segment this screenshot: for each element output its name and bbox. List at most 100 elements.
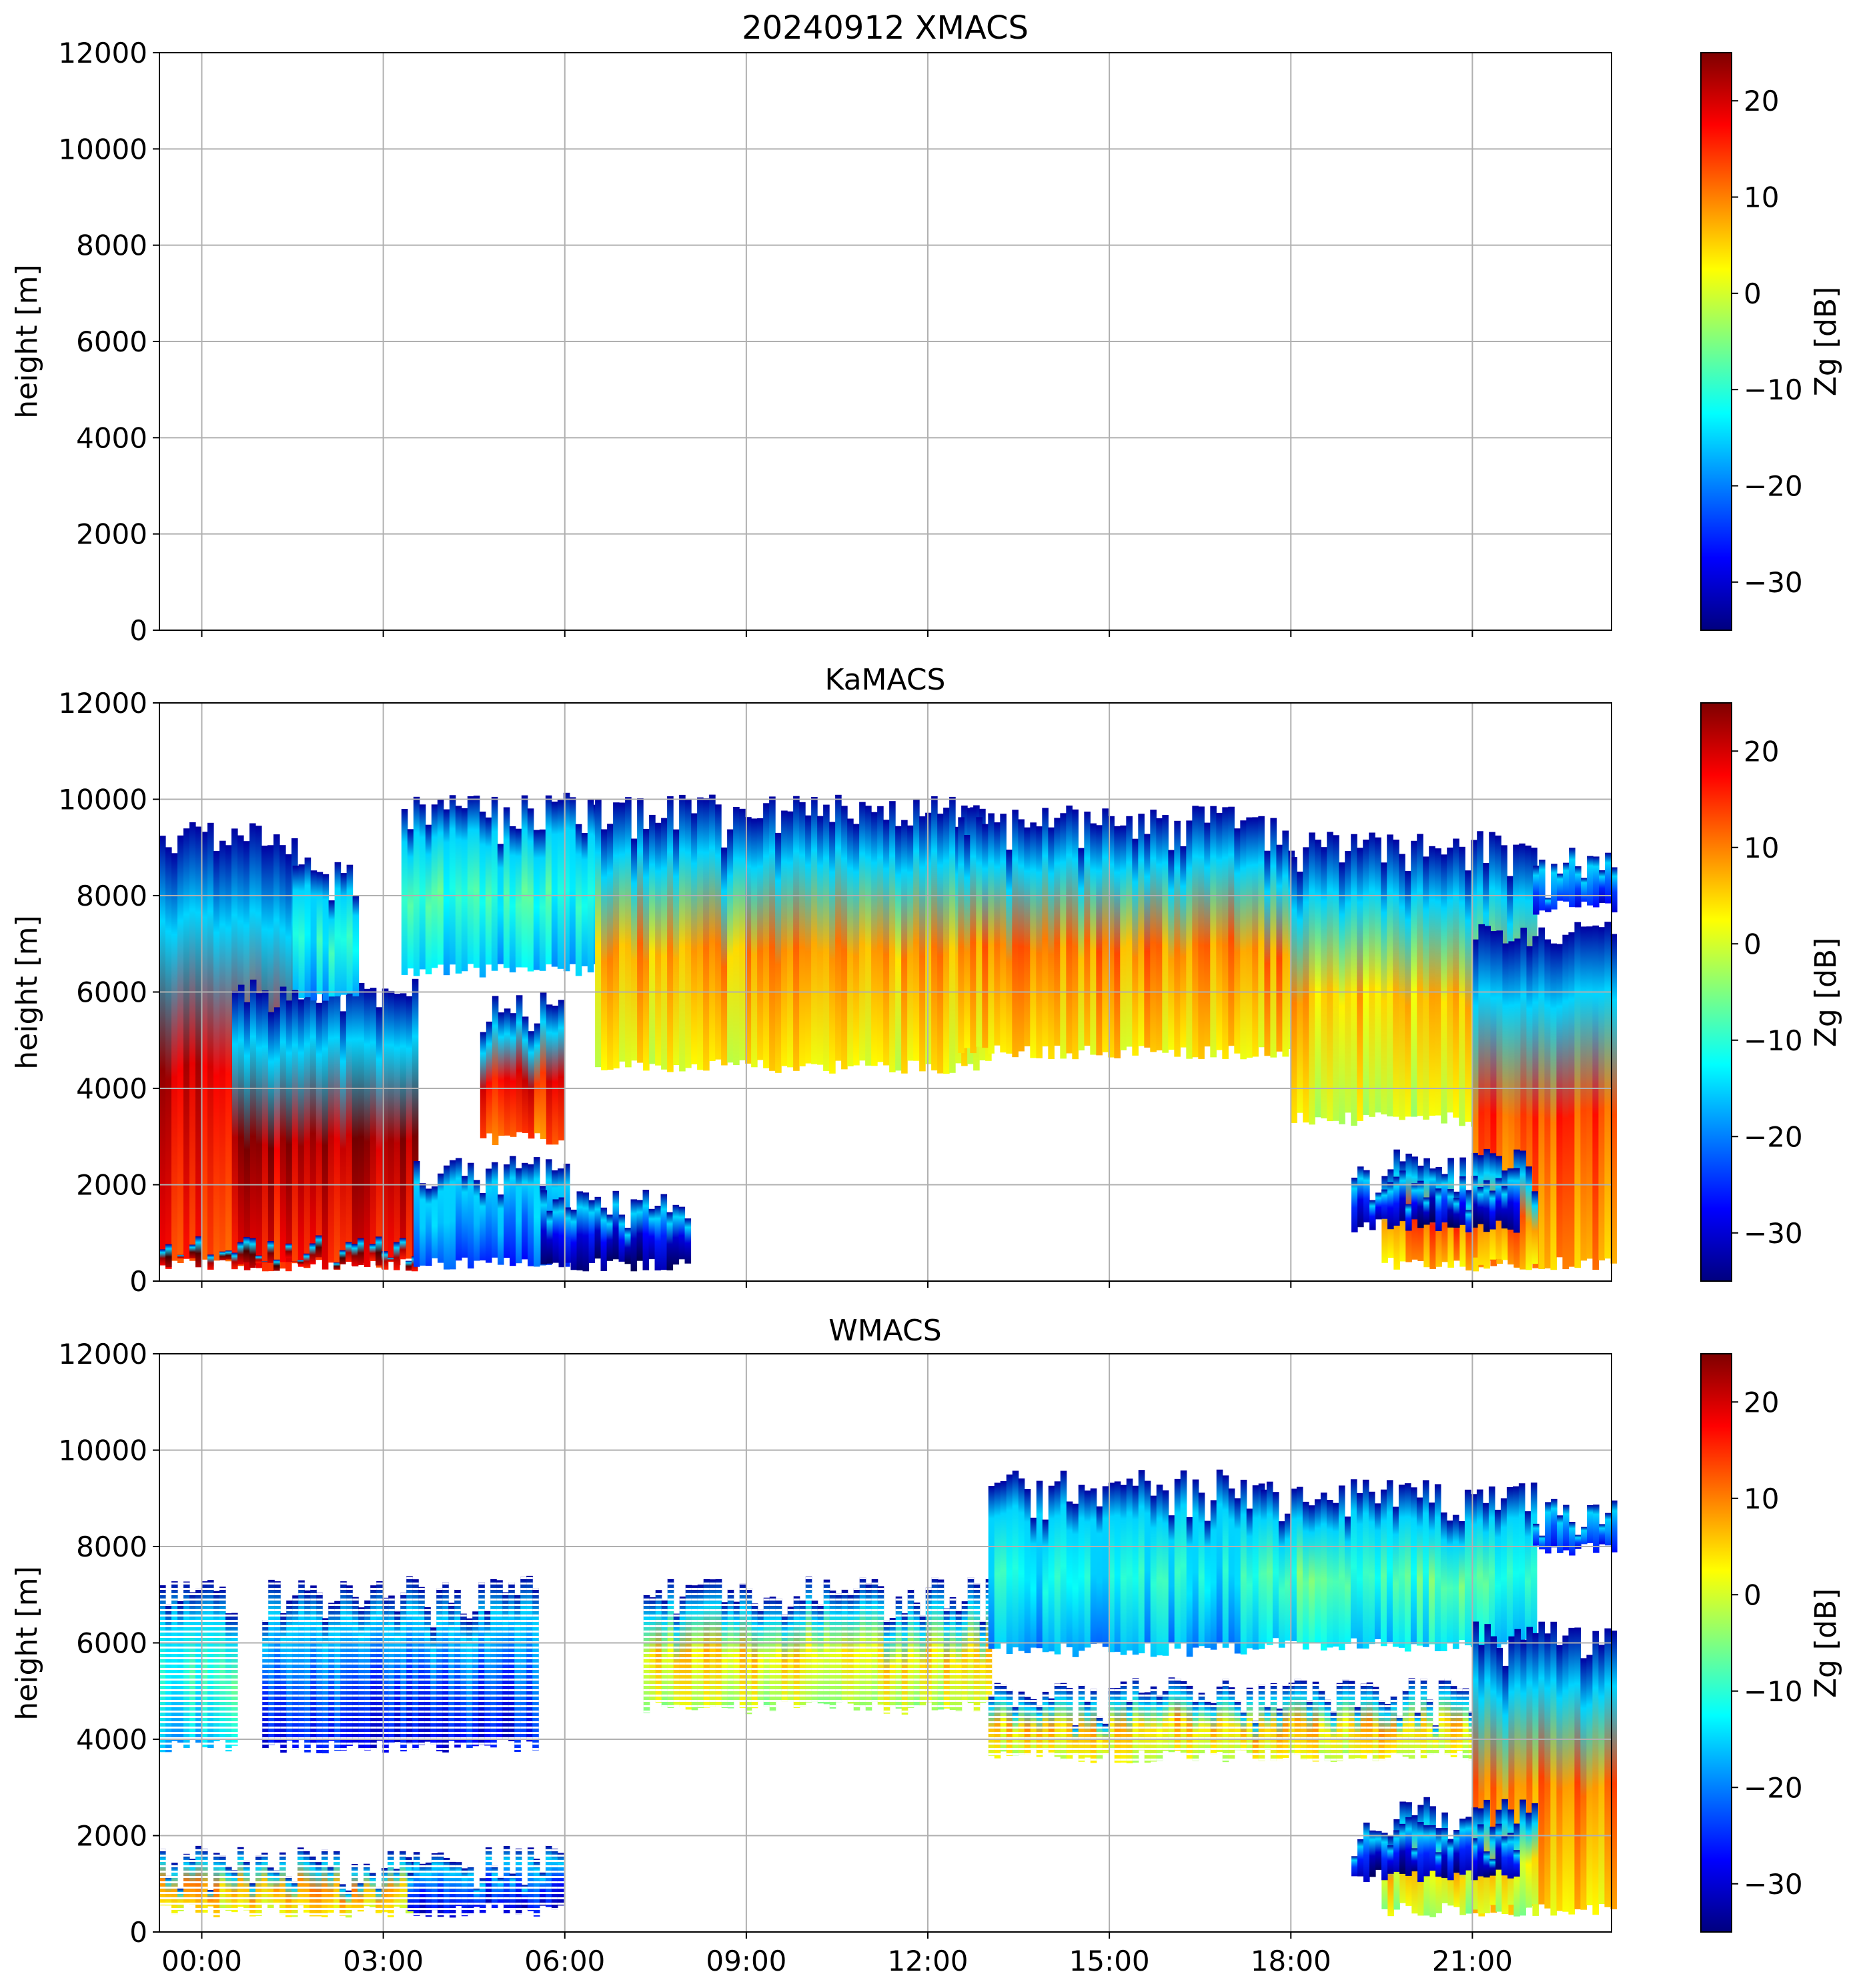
- echo-gap-stripes: [835, 1593, 842, 1703]
- panel-xmacs-colorbar: [1700, 52, 1732, 631]
- echo-column: [1084, 812, 1091, 1046]
- echo-column: [485, 817, 492, 965]
- echo-column: [1030, 1517, 1037, 1648]
- echo-column: [316, 1002, 323, 1260]
- echo-column: [406, 1260, 412, 1271]
- echo-column: [1563, 862, 1570, 902]
- echo-column: [1506, 1487, 1513, 1641]
- echo-gap-stripes: [159, 1585, 166, 1753]
- echo-gap-stripes: [1066, 1688, 1073, 1759]
- echo-column: [847, 818, 854, 1066]
- echo-column: [1180, 846, 1187, 1048]
- echo-column: [1066, 805, 1073, 1054]
- echo-column: [183, 828, 190, 1259]
- echo-column: [1375, 837, 1381, 1113]
- echo-gap-stripes: [865, 1583, 872, 1711]
- echo-column: [1078, 1484, 1085, 1651]
- echo-column: [1399, 1170, 1406, 1222]
- echo-gap-stripes: [262, 1620, 269, 1749]
- echo-column: [316, 872, 324, 994]
- echo-gap-stripes: [721, 1602, 728, 1708]
- echo-gap-stripes: [268, 1579, 275, 1745]
- echo-gap-stripes: [1462, 1688, 1469, 1759]
- echo-gap-stripes: [1384, 1704, 1391, 1758]
- ytick-label: 6000: [76, 325, 147, 358]
- echo-gap-stripes: [171, 1581, 178, 1741]
- echo-gap-stripes: [376, 1581, 383, 1741]
- echo-column: [207, 822, 214, 1266]
- echo-gap-stripes: [177, 1888, 184, 1911]
- echo-gap-stripes: [1000, 1685, 1007, 1752]
- echo-column: [328, 982, 335, 1263]
- echo-column: [1508, 1636, 1515, 1915]
- echo-column: [1533, 866, 1539, 915]
- echo-gap-stripes: [491, 1865, 498, 1909]
- echo-column: [1381, 1189, 1388, 1219]
- echo-column: [582, 1192, 590, 1272]
- echo-column: [225, 845, 232, 1262]
- echo-column: [1453, 1830, 1460, 1873]
- echo-column: [1150, 810, 1157, 1052]
- echo-gap-stripes: [1324, 1699, 1331, 1761]
- colorbar-tick-label: 10: [1744, 181, 1779, 214]
- echo-column: [1490, 931, 1497, 1266]
- echo-column: [492, 996, 499, 1145]
- echo-column: [1168, 850, 1175, 1050]
- echo-column: [1520, 1639, 1527, 1908]
- echo-column: [165, 1244, 172, 1268]
- echo-gap-stripes: [322, 1849, 328, 1917]
- echo-gap-stripes: [697, 1585, 704, 1709]
- echo-column: [340, 1011, 347, 1262]
- echo-column: [273, 1259, 280, 1271]
- echo-gap-stripes: [1006, 1689, 1013, 1756]
- echo-gap-stripes: [1090, 1689, 1097, 1763]
- echo-column: [1210, 806, 1217, 1058]
- echo-column: [727, 829, 734, 1063]
- echo-gap-stripes: [967, 1577, 975, 1703]
- echo-column: [1494, 1509, 1501, 1648]
- echo-column: [394, 994, 401, 1266]
- echo-column: [346, 1242, 352, 1262]
- echo-column: [1459, 1819, 1466, 1875]
- echo-gap-stripes: [274, 1581, 281, 1743]
- echo-column: [1587, 1505, 1594, 1543]
- panel-wmacs-colorbar: [1700, 1353, 1732, 1933]
- echo-column: [1574, 1627, 1581, 1909]
- echo-column: [1380, 1489, 1387, 1647]
- echo-gap-stripes: [931, 1577, 939, 1711]
- echo-column: [413, 796, 420, 976]
- colorbar-tick-label: −20: [1744, 470, 1803, 503]
- colorbar-tick-label: −20: [1744, 1120, 1803, 1153]
- echo-gap-stripes: [508, 1583, 515, 1741]
- echo-gap-stripes: [297, 1847, 304, 1905]
- echo-gap-stripes: [448, 1603, 455, 1741]
- xtick-label: 03:00: [343, 1945, 424, 1977]
- echo-column: [267, 1012, 275, 1260]
- echo-column: [666, 1212, 674, 1270]
- echo-column: [1308, 1505, 1315, 1643]
- echo-column: [1291, 857, 1297, 1123]
- echo-gap-stripes: [691, 1585, 698, 1711]
- echo-column: [618, 1214, 626, 1262]
- echo-gap-stripes: [237, 1847, 244, 1907]
- echo-column: [1192, 1479, 1199, 1648]
- echo-column: [1545, 1502, 1552, 1554]
- echo-column: [901, 820, 908, 1074]
- echo-column: [1434, 1484, 1441, 1651]
- echo-column: [1447, 1840, 1454, 1881]
- echo-column: [672, 1204, 680, 1265]
- echo-column: [340, 1250, 346, 1264]
- echo-gap-stripes: [901, 1613, 908, 1715]
- echo-gap-stripes: [213, 1853, 220, 1917]
- panel-xmacs-colorbar-label: Zg [dB]: [1809, 287, 1843, 397]
- echo-gap-stripes: [485, 1847, 492, 1904]
- echo-gap-stripes: [526, 1575, 533, 1742]
- echo-column: [1186, 1517, 1193, 1657]
- echo-gap-stripes: [358, 1882, 364, 1912]
- echo-column: [1266, 1481, 1273, 1645]
- echo-column: [557, 800, 564, 969]
- echo-column: [358, 1238, 364, 1265]
- echo-column: [1350, 1479, 1357, 1639]
- echo-gap-stripes: [793, 1596, 800, 1708]
- echo-gap-stripes: [466, 1618, 473, 1749]
